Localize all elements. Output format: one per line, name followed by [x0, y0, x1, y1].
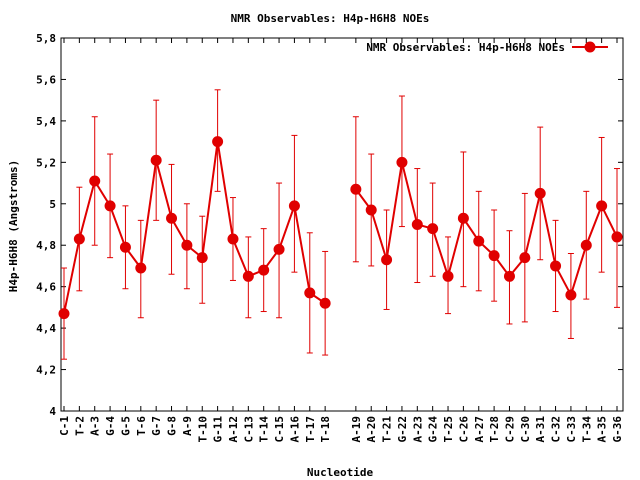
data-point — [319, 297, 331, 309]
x-tick-label: T-28 — [488, 416, 501, 443]
x-tick-label: A-19 — [350, 416, 363, 443]
x-tick-label: A-35 — [596, 416, 609, 443]
x-tick-label: C-29 — [503, 416, 516, 443]
y-tick-label: 4,6 — [36, 281, 56, 294]
y-tick-label: 5,6 — [36, 73, 56, 86]
x-tick-label: T-25 — [442, 416, 455, 443]
plot-frame — [60, 37, 624, 412]
x-tick-label: A-12 — [227, 416, 240, 443]
data-point — [273, 243, 285, 255]
x-tick-label: C-1 — [58, 416, 71, 436]
y-tick-label: 4 — [49, 405, 56, 418]
data-point — [565, 289, 577, 301]
series-line — [63, 141, 326, 314]
data-point — [411, 219, 423, 230]
data-point — [58, 308, 70, 320]
x-tick-label: T-14 — [258, 416, 271, 443]
data-point — [580, 239, 592, 251]
x-tick-label: C-13 — [242, 416, 255, 443]
data-point — [457, 212, 469, 224]
data-point — [350, 183, 362, 195]
data-point — [288, 200, 300, 212]
data-point — [242, 270, 254, 282]
x-ticks: C-1 T-2 A-3 G-4 G-5 T-6 G-7 G-8 A-9 T-10 G-11 A-12 C… — [58, 38, 624, 443]
data-point — [442, 270, 454, 282]
y-tick-label: 4,2 — [36, 364, 56, 377]
x-tick-label: C-30 — [519, 416, 532, 443]
data-point — [166, 212, 178, 224]
x-tick-label: C-15 — [273, 416, 286, 443]
data-point — [365, 204, 377, 216]
x-tick-label: G-5 — [119, 416, 132, 436]
data-point — [135, 262, 147, 274]
legend-marker — [584, 41, 596, 53]
data-point — [381, 254, 393, 266]
legend-label: NMR Observables: H4p-H6H8 NOEs — [366, 41, 565, 54]
legend: NMR Observables: H4p-H6H8 NOEs — [366, 41, 608, 54]
data-point — [104, 200, 116, 212]
y-tick-label: 5,8 — [36, 32, 56, 45]
data-point — [596, 200, 608, 212]
data-point — [427, 223, 439, 235]
data-point — [304, 287, 316, 299]
y-tick-label: 4,8 — [36, 239, 56, 252]
data-point — [73, 233, 85, 245]
x-tick-label: C-32 — [550, 416, 563, 443]
data-point — [611, 231, 623, 243]
x-tick-label: G-4 — [104, 416, 117, 436]
x-tick-label: G-8 — [166, 416, 179, 436]
x-axis-label: Nucleotide — [307, 466, 374, 479]
data-point — [181, 239, 193, 251]
x-tick-label: A-27 — [473, 416, 486, 443]
x-tick-label: A-3 — [89, 416, 102, 436]
x-tick-label: C-33 — [565, 416, 578, 443]
data-point — [227, 233, 239, 245]
x-tick-label: G-7 — [150, 416, 163, 436]
x-tick-label: T-10 — [196, 416, 209, 443]
y-tick-label: 5,2 — [36, 156, 56, 169]
data-point — [89, 175, 101, 187]
x-tick-label: T-2 — [73, 416, 86, 436]
data-point — [150, 154, 162, 166]
data-point — [503, 270, 515, 282]
y-tick-label: 5 — [49, 198, 56, 211]
x-tick-label: T-34 — [580, 416, 593, 443]
y-tick-label: 4,4 — [36, 322, 56, 335]
chart-title: NMR Observables: H4p-H6H8 NOEs — [231, 12, 430, 25]
data-point — [519, 252, 531, 264]
data-point — [196, 252, 208, 264]
x-tick-label: T-6 — [135, 416, 148, 436]
data-point — [212, 136, 224, 148]
x-tick-label: A-31 — [534, 416, 547, 443]
x-tick-label: G-24 — [427, 416, 440, 443]
x-tick-label: G-11 — [212, 416, 225, 443]
series-line — [355, 162, 618, 298]
series — [58, 89, 623, 360]
data-point — [550, 260, 562, 272]
x-tick-label: A-9 — [181, 416, 194, 436]
x-tick-label: A-20 — [365, 416, 378, 443]
data-point — [473, 235, 485, 247]
y-axis-label: H4p-H6H8 (Angstroms) — [7, 160, 20, 292]
data-point — [258, 264, 270, 276]
x-tick-label: T-17 — [304, 416, 317, 443]
y-tick-label: 5,4 — [36, 115, 56, 128]
y-ticks: 4 4,2 4,4 4,6 4,8 5 5,2 5,4 5,6 5,8 — [36, 32, 623, 418]
x-tick-label: C-26 — [457, 416, 470, 443]
data-point — [396, 156, 408, 168]
data-point — [534, 187, 546, 199]
x-tick-label: A-23 — [411, 416, 424, 443]
x-tick-label: T-18 — [319, 416, 332, 443]
x-tick-label: G-36 — [611, 416, 624, 443]
x-tick-label: A-16 — [288, 416, 301, 443]
data-point — [119, 241, 131, 253]
data-point — [488, 250, 500, 262]
x-tick-label: T-21 — [381, 416, 394, 443]
x-tick-label: G-22 — [396, 416, 409, 443]
